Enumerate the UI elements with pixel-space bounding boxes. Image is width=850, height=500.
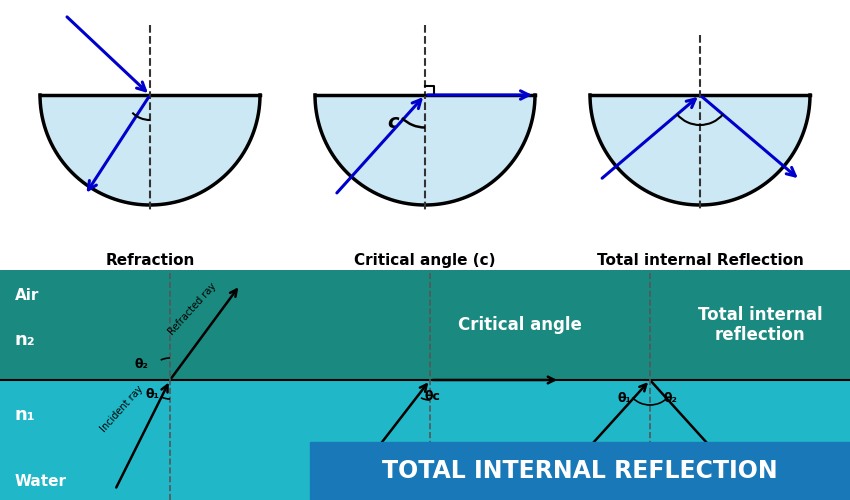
Bar	[0, 270, 850, 380]
Text: c: c	[388, 114, 399, 132]
Text: n₁: n₁	[15, 406, 36, 424]
Bar	[310, 442, 850, 500]
Text: Refraction: Refraction	[105, 253, 195, 268]
Text: θ₂: θ₂	[135, 358, 149, 371]
Text: θ₂: θ₂	[664, 392, 677, 405]
Text: Incident ray: Incident ray	[99, 384, 145, 434]
Text: θ₁: θ₁	[146, 388, 160, 401]
Bar	[0, 380, 850, 500]
Polygon shape	[40, 95, 260, 205]
Text: θ₁: θ₁	[618, 392, 632, 405]
Text: Total internal Reflection: Total internal Reflection	[597, 253, 803, 268]
Text: Critical angle (c): Critical angle (c)	[354, 253, 496, 268]
Polygon shape	[590, 95, 810, 205]
Text: Water: Water	[15, 474, 67, 490]
Text: θc: θc	[425, 390, 441, 403]
Text: Critical angle: Critical angle	[458, 316, 582, 334]
Text: Refracted ray: Refracted ray	[166, 281, 218, 337]
Text: TOTAL INTERNAL REFLECTION: TOTAL INTERNAL REFLECTION	[382, 459, 778, 483]
Text: n₂: n₂	[15, 331, 36, 349]
Text: Air: Air	[15, 288, 39, 302]
Text: Total internal
reflection: Total internal reflection	[698, 306, 822, 344]
Polygon shape	[315, 95, 535, 205]
